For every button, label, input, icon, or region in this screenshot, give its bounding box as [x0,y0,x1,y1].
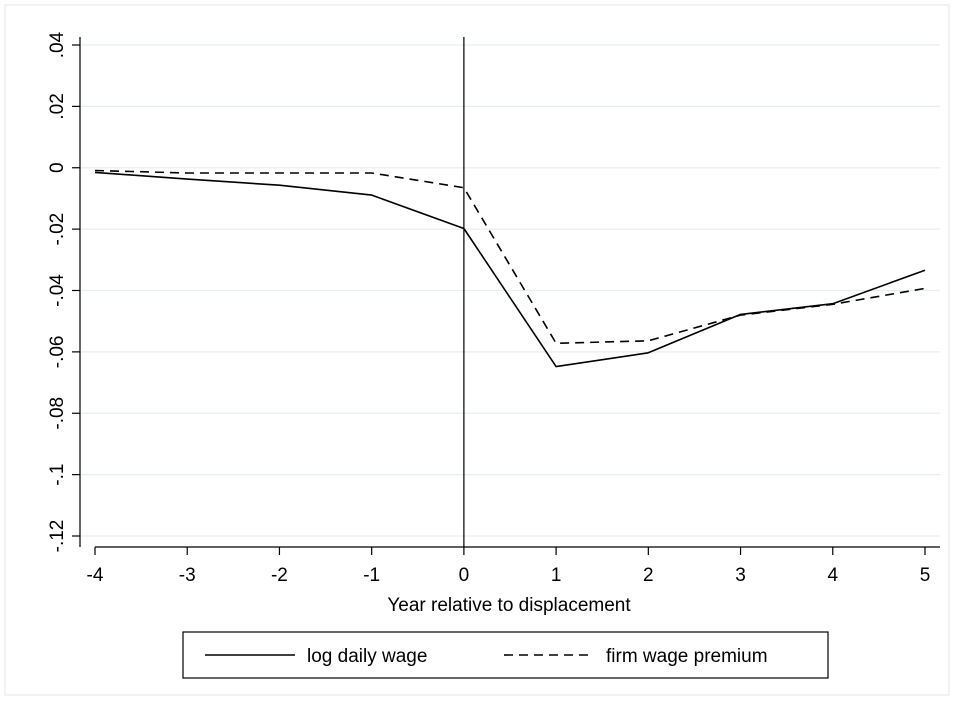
x-tick-label: 5 [920,565,931,586]
y-tick-label: -.02 [47,213,68,246]
x-tick-label: -1 [363,565,380,586]
x-tick-label: 1 [551,565,562,586]
x-tick-label: -3 [179,565,196,586]
x-tick-label: -2 [271,565,288,586]
y-tick-label: -.08 [47,397,68,430]
y-tick-label: 0 [47,162,68,173]
y-tick-label: -.04 [47,274,68,307]
x-axis-title: Year relative to displacement [387,595,631,616]
x-tick-label: 4 [827,565,838,586]
series-lines [94,169,926,368]
y-tick-label: .02 [47,93,68,119]
series-line-firm-wage-premium [94,169,926,345]
y-tick-label: .04 [47,31,68,58]
x-axis-ticks: -4 -3 -2 -1 0 1 2 3 4 5 [87,547,931,586]
y-tick-label: -.06 [47,336,68,369]
y-axis-ticks: .04 .02 0 -.02 -.04 -.06 -.08 -.1 -.12 [47,31,80,552]
x-tick-label: 0 [459,565,470,586]
legend-label-firm-wage-premium: firm wage premium [606,646,768,667]
figure-frame [4,4,950,696]
x-tick-label: 2 [643,565,654,586]
gridlines [81,44,940,537]
y-tick-label: -.12 [47,520,68,553]
x-tick-label: -4 [87,565,104,586]
legend: log daily wage firm wage premium [182,631,829,679]
x-tick-label: 3 [735,565,746,586]
legend-label-log-daily-wage: log daily wage [307,646,427,667]
y-tick-label: -.1 [47,464,68,486]
